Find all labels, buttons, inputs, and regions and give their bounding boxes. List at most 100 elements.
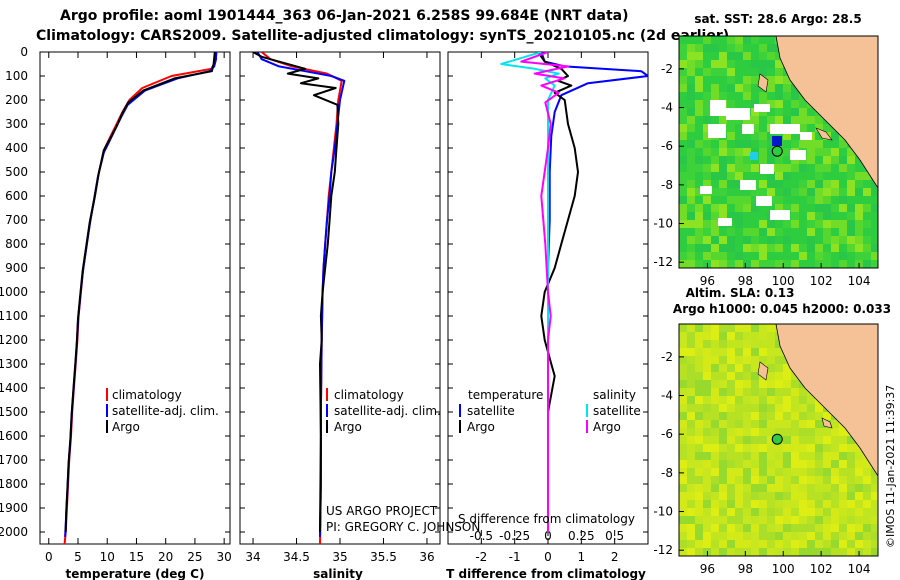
map-field-cell (783, 548, 791, 556)
map-field-cell (735, 396, 743, 404)
map-field-cell (735, 364, 743, 372)
map-field-cell (759, 380, 767, 388)
map-field-cell (711, 428, 719, 436)
map-field-cell (807, 484, 815, 492)
map-field-cell (847, 484, 855, 492)
map-xtick-label: 98 (738, 562, 753, 576)
sst-no-data-patch (718, 218, 732, 226)
map-field-cell (735, 340, 743, 348)
map-field-cell (695, 444, 703, 452)
difference-ticks: -2 -1 0 1 2 -0.5 -0.25 0 0.25 0.5 (448, 51, 648, 564)
map-field-cell (703, 116, 711, 124)
map-field-cell (719, 76, 727, 84)
map-field-cell (839, 244, 847, 252)
map-field-cell (799, 444, 807, 452)
map-field-cell (823, 492, 831, 500)
map-field-cell (807, 428, 815, 436)
map-field-cell (735, 492, 743, 500)
map-field-cell (743, 164, 751, 172)
map-field-cell (679, 428, 687, 436)
map-field-cell (783, 156, 791, 164)
legend-label-climatology: climatology (334, 388, 404, 402)
map-field-cell (711, 76, 719, 84)
map-field-cell (759, 500, 767, 508)
float-position-marker (771, 145, 783, 157)
map-field-cell (823, 172, 831, 180)
map-field-cell (735, 516, 743, 524)
map-field-cell (767, 92, 775, 100)
map-field-cell (815, 180, 823, 188)
map-field-cell (783, 132, 791, 140)
map-field-cell (695, 196, 703, 204)
map-field-cell (759, 452, 767, 460)
map-field-cell (711, 188, 719, 196)
map-field-cell (863, 252, 871, 260)
map-field-cell (719, 116, 727, 124)
map-field-cell (831, 188, 839, 196)
map-field-cell (703, 244, 711, 252)
map-field-cell (823, 252, 831, 260)
map-field-cell (719, 468, 727, 476)
map-field-cell (791, 116, 799, 124)
map-field-cell (767, 204, 775, 212)
map-field-cell (703, 420, 711, 428)
map-field-cell (767, 436, 775, 444)
map-field-cell (695, 348, 703, 356)
map-field-cell (679, 228, 687, 236)
map-field-cell (695, 148, 703, 156)
map-field-cell (791, 140, 799, 148)
map-field-cell (727, 452, 735, 460)
map-field-cell (695, 340, 703, 348)
map-field-cell (735, 484, 743, 492)
map-field-cell (831, 436, 839, 444)
map-field-cell (687, 476, 695, 484)
series-line-argo (64, 52, 216, 533)
map-field-cell (855, 484, 863, 492)
map-field-cell (743, 92, 751, 100)
map-field-cell (735, 196, 743, 204)
map-field-cell (679, 372, 687, 380)
map-field-cell (799, 524, 807, 532)
map-field-cell (799, 252, 807, 260)
map-field-cell (759, 52, 767, 60)
map-field-cell (831, 204, 839, 212)
map-field-cell (847, 452, 855, 460)
map-field-cell (759, 140, 767, 148)
map-field-cell (679, 340, 687, 348)
map-field-cell (735, 332, 743, 340)
map-field-cell (799, 540, 807, 548)
map-field-cell (791, 164, 799, 172)
s-xtick-label: -0.5 (470, 529, 493, 543)
map-field-cell (767, 452, 775, 460)
legend-swatch-argo (326, 420, 328, 433)
sst-no-data-patch (708, 124, 726, 138)
map-field-cell (759, 148, 767, 156)
map-field-cell (807, 396, 815, 404)
map-field-cell (783, 468, 791, 476)
salinity-xtick-label: 34.5 (283, 550, 310, 564)
map-field-cell (791, 420, 799, 428)
map-field-cell (807, 124, 815, 132)
map-field-cell (775, 252, 783, 260)
map-field-cell (679, 364, 687, 372)
map-field-cell (735, 148, 743, 156)
map-field-cell (687, 100, 695, 108)
map-field-cell (759, 324, 767, 332)
map-field-cell (751, 356, 759, 364)
map-field-cell (727, 324, 735, 332)
salinity-xtick-label: 35 (332, 550, 347, 564)
map-field-cell (711, 412, 719, 420)
map-field-cell (711, 340, 719, 348)
map-field-cell (743, 204, 751, 212)
map-field-cell (719, 164, 727, 172)
map-field-cell (799, 396, 807, 404)
map-field-cell (727, 36, 735, 44)
map-field-cell (703, 132, 711, 140)
map-field-cell (679, 516, 687, 524)
map-field-cell (727, 244, 735, 252)
map-field-cell (711, 92, 719, 100)
map-field-cell (767, 252, 775, 260)
map-field-cell (791, 228, 799, 236)
map-field-cell (703, 500, 711, 508)
map-field-cell (687, 508, 695, 516)
